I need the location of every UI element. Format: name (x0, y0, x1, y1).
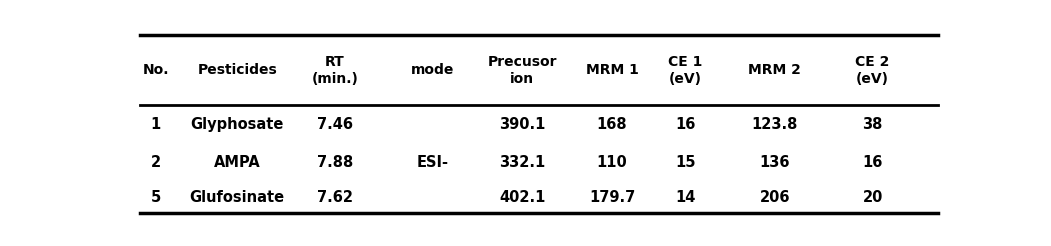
Text: 38: 38 (863, 117, 883, 132)
Text: Glufosinate: Glufosinate (189, 190, 285, 205)
Text: Glyphosate: Glyphosate (190, 117, 284, 132)
Text: 5: 5 (150, 190, 161, 205)
Text: 7.62: 7.62 (317, 190, 353, 205)
Text: 1: 1 (150, 117, 161, 132)
Text: 332.1: 332.1 (499, 155, 545, 169)
Text: RT
(min.): RT (min.) (311, 55, 358, 86)
Text: 16: 16 (863, 155, 883, 169)
Text: 136: 136 (760, 155, 790, 169)
Text: 123.8: 123.8 (751, 117, 798, 132)
Text: 179.7: 179.7 (589, 190, 635, 205)
Text: 206: 206 (760, 190, 790, 205)
Text: 20: 20 (863, 190, 883, 205)
Text: Precusor
ion: Precusor ion (488, 55, 557, 86)
Text: 390.1: 390.1 (499, 117, 545, 132)
Text: 2: 2 (150, 155, 161, 169)
Text: 7.88: 7.88 (317, 155, 353, 169)
Text: 14: 14 (675, 190, 696, 205)
Text: ESI-: ESI- (417, 155, 449, 169)
Text: 16: 16 (675, 117, 696, 132)
Text: 15: 15 (675, 155, 696, 169)
Text: AMPA: AMPA (214, 155, 261, 169)
Text: CE 1
(eV): CE 1 (eV) (668, 55, 702, 86)
Text: 7.46: 7.46 (317, 117, 353, 132)
Text: MRM 2: MRM 2 (748, 63, 801, 77)
Text: mode: mode (411, 63, 454, 77)
Text: 110: 110 (597, 155, 627, 169)
Text: Pesticides: Pesticides (198, 63, 277, 77)
Text: No.: No. (143, 63, 169, 77)
Text: 402.1: 402.1 (499, 190, 545, 205)
Text: MRM 1: MRM 1 (585, 63, 638, 77)
Text: CE 2
(eV): CE 2 (eV) (856, 55, 890, 86)
Text: 168: 168 (597, 117, 627, 132)
